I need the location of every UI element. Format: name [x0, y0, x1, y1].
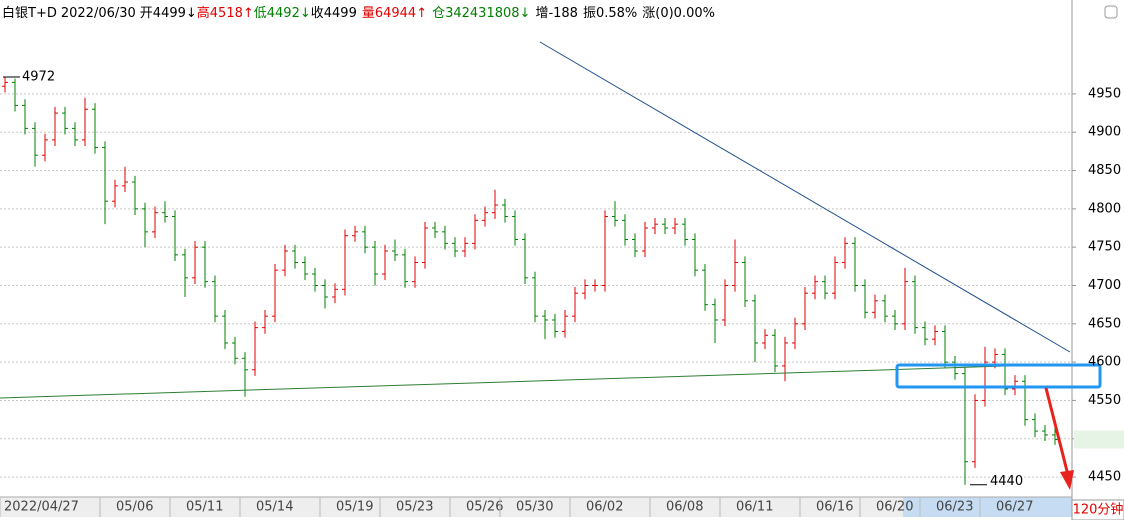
quote-item: 低4492↓	[254, 6, 311, 21]
y-tick-label: 4800	[1088, 201, 1121, 216]
x-tick-label: 05/14	[256, 500, 293, 515]
y-tick-label: 4750	[1088, 240, 1121, 255]
period: 120分钟	[1073, 502, 1124, 518]
high-label: 4972	[22, 70, 55, 85]
last-price-bg	[1074, 430, 1124, 449]
x-tick-label: 2022/04/27	[4, 500, 79, 515]
arrow-head	[1060, 470, 1074, 490]
y-tick-label: 4950	[1088, 86, 1121, 101]
y-tick-label: 4900	[1088, 125, 1121, 140]
x-tick-label: 06/27	[996, 500, 1033, 515]
quote-item: 振0.58%	[583, 6, 637, 21]
period-box	[1071, 499, 1124, 520]
support-line	[0, 363, 1071, 399]
settings-icon[interactable]	[1104, 5, 1118, 19]
x-tick-label: 05/26	[466, 500, 503, 515]
header-date: 2022/06/30	[61, 6, 136, 21]
y-tick-label: 4600	[1088, 355, 1121, 370]
x-tick-label: 05/06	[116, 500, 153, 515]
y-tick-label: 4700	[1088, 278, 1121, 293]
y-tick-label: 4850	[1088, 163, 1121, 178]
y-tick-label: 4650	[1088, 316, 1121, 331]
date-axis-bg	[0, 497, 1072, 517]
quote-item: 量64944↑	[362, 6, 427, 21]
quote-item: 增-188	[535, 6, 578, 21]
header-title: 白银T+D	[2, 5, 57, 21]
highlight-box	[895, 363, 1102, 389]
y-tick-label: 4550	[1088, 393, 1121, 408]
quote-item: 开4499↓	[140, 6, 197, 21]
x-tick-label: 06/02	[586, 500, 623, 515]
x-tick-label: 06/11	[736, 500, 773, 515]
quote-item: 收4499	[311, 6, 357, 21]
x-tick-label: 05/11	[186, 500, 223, 515]
header: 白银T+D 2022/06/30 开4499↓高4518↑低4492↓收4499 量6…	[2, 5, 715, 21]
grid	[0, 93, 1076, 478]
labels: 4450450045504600465047004750480048504900…	[0, 70, 1124, 517]
low-label: 4440	[990, 474, 1023, 489]
x-tick-label: 06/23	[936, 500, 973, 515]
x-tick-label: 06/16	[816, 500, 853, 515]
x-tick-label: 05/19	[336, 500, 373, 515]
quote-item: 高4518↑	[197, 5, 254, 21]
x-tick-label: 05/30	[516, 500, 553, 515]
quote-item: 仓342431808↓	[432, 6, 530, 21]
x-tick-label: 06/20	[876, 500, 913, 515]
x-tick-label: 05/23	[396, 500, 433, 515]
arrow-shaft	[1044, 387, 1070, 476]
x-tick-label: 06/08	[666, 500, 703, 515]
resistance-line	[539, 41, 1071, 353]
y-tick-label: 4450	[1088, 470, 1121, 485]
quote-item: 涨(0)0.00%	[642, 6, 715, 21]
bars	[2, 77, 1058, 485]
date-highlight	[903, 497, 1072, 517]
